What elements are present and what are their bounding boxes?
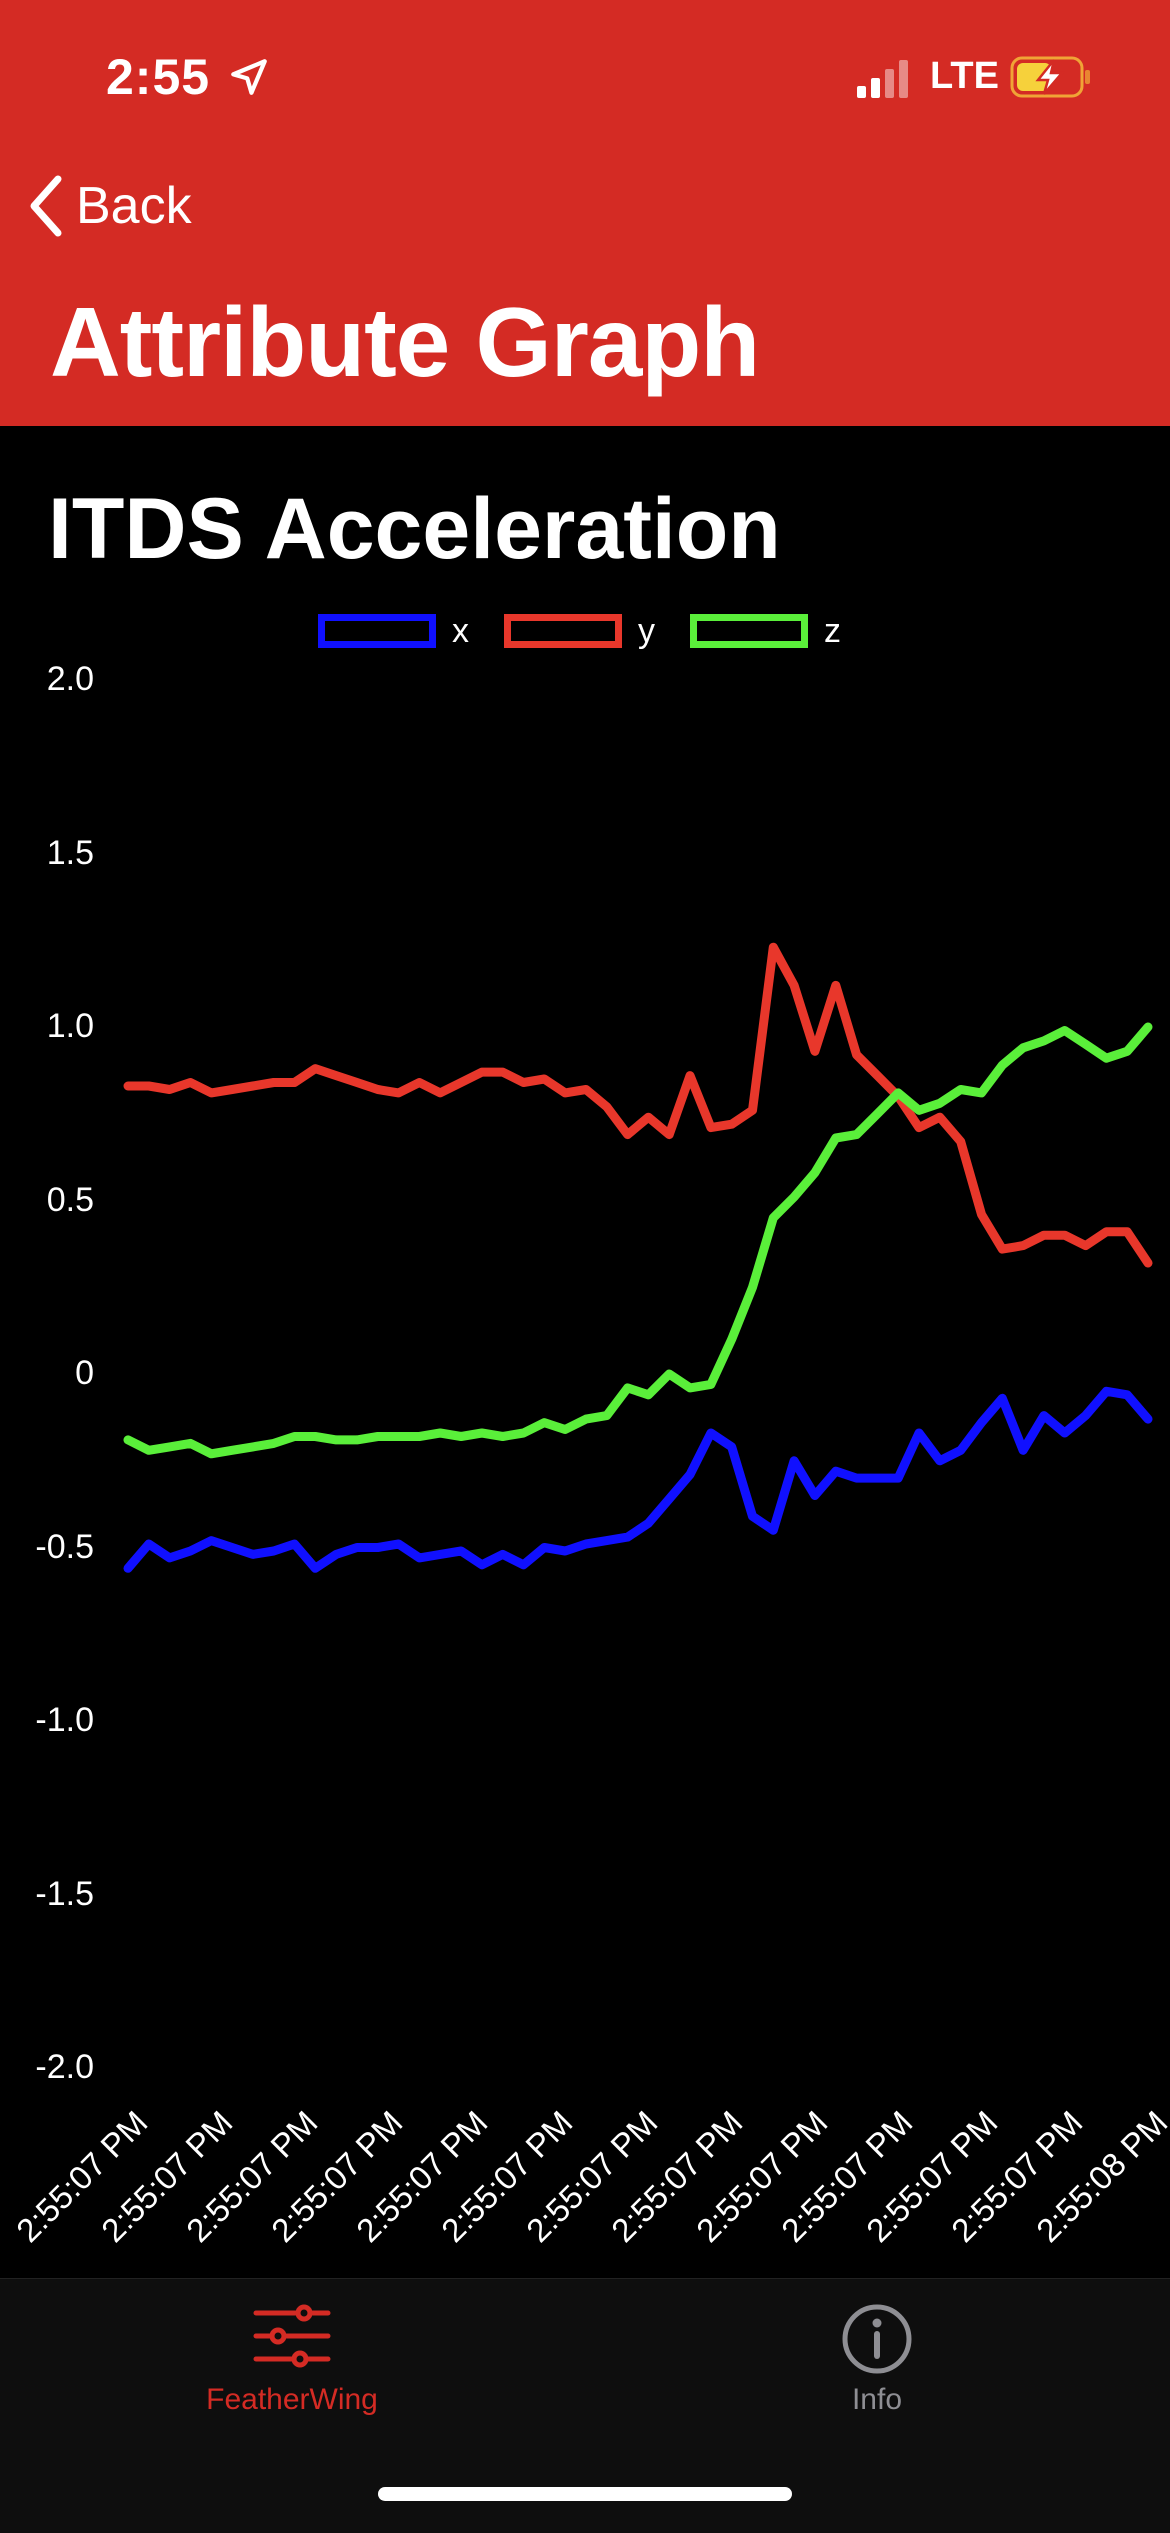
chart-title: ITDS Acceleration <box>48 481 781 577</box>
series-line-y <box>123 942 1153 1268</box>
cellular-signal-icon <box>857 60 908 98</box>
y-tick-label: -0.5 <box>35 1527 94 1566</box>
tab-label-info: Info <box>851 2383 903 2416</box>
back-label: Back <box>76 177 192 235</box>
y-tick-label: 2.0 <box>46 660 94 698</box>
location-arrow-icon <box>231 59 267 95</box>
y-tick-label: 1.0 <box>46 1007 94 1045</box>
legend-item-z: z <box>690 608 841 654</box>
network-type: LTE <box>930 55 999 97</box>
series-line-x <box>123 1386 1153 1573</box>
status-time: 2:55 <box>106 49 211 105</box>
legend-swatch-x <box>318 614 436 648</box>
page-title: Attribute Graph <box>50 287 760 397</box>
tab-label-featherwing: FeatherWing <box>206 2383 378 2416</box>
y-tick-label: -2.0 <box>35 2048 94 2086</box>
line-chart <box>123 942 1153 1573</box>
home-indicator <box>378 2487 792 2501</box>
legend-item-y: y <box>504 608 655 654</box>
back-button[interactable]: Back <box>26 175 192 237</box>
y-tick-label: -1.5 <box>35 1874 94 1913</box>
legend-swatch-y <box>504 614 622 648</box>
y-tick-label: -1.0 <box>35 1701 94 1739</box>
legend-label-x: x <box>452 611 469 650</box>
info-circle-icon <box>842 2304 912 2374</box>
y-tick-label: 1.5 <box>46 833 94 872</box>
y-tick-label: 0.5 <box>46 1180 94 1219</box>
series-line-z <box>123 1022 1153 1459</box>
battery-charging-icon <box>1010 56 1090 98</box>
legend-label-y: y <box>638 611 655 650</box>
legend-item-x: x <box>318 608 469 654</box>
y-tick-label: 0 <box>75 1354 94 1392</box>
chevron-left-icon <box>30 175 62 237</box>
sliders-icon <box>253 2304 331 2368</box>
legend-label-z: z <box>824 611 841 650</box>
nav-header: 2:55 LTE Back Attribute Graph <box>0 0 1170 426</box>
tab-featherwing[interactable]: FeatherWing <box>142 2279 442 2439</box>
legend-swatch-z <box>690 614 808 648</box>
tab-info[interactable]: Info <box>727 2279 1027 2439</box>
